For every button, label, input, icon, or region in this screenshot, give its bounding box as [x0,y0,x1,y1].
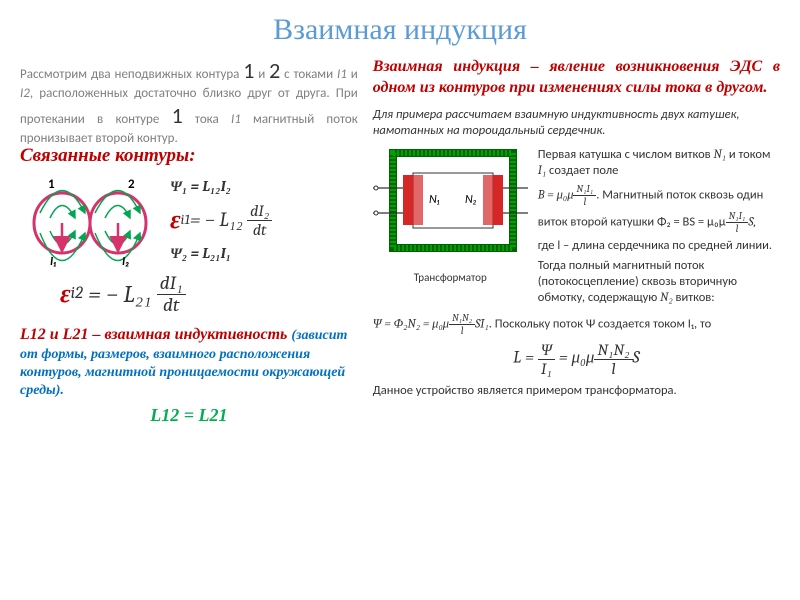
fraction-den: l [736,223,739,234]
intro-text: и [347,67,358,82]
diagram-equation-row: 1 2 I₁ I₂ Ψ₁ = L₁₂I₂ εi1 = − L₁₂ dI₂dt Ψ… [20,173,358,268]
coils-diagram: 1 2 I₁ I₂ [20,173,160,268]
equations-column: Ψ₁ = L₁₂I₂ εi1 = − L₁₂ dI₂dt Ψ₂ = L₂₁I₁ [170,177,272,263]
svg-text:I₁: I₁ [50,255,56,268]
fraction-den: l [584,196,587,207]
right-column: Взаимная индукция – явление возникновени… [373,57,780,428]
fraction-den: dt [163,295,179,315]
eq-psi1: Ψ₁ = L₁₂I₂ [170,177,272,197]
fraction-num: N₁I₁ [726,211,749,223]
psi-eq: Ψ = Φ₂N₂ = μ₀μ [373,317,449,331]
ex-text-l: где l – длина сердечника по средней лини… [538,238,780,254]
eq-l-final: L = ΨI₁ = μ₀μN₁N₂lS [373,342,780,377]
psi-eq2: SI₁ [475,317,489,331]
intro-text: Рассмотрим два неподвижных контура [20,67,243,82]
fraction: dI₂dt [247,203,272,238]
fraction: N₁I₁l [726,211,749,234]
fraction: N₁N₂l [594,342,632,377]
example-intro: Для примера рассчитаем взаимную индуктив… [373,107,780,140]
fraction-den: I₁ [541,360,552,377]
conclusion: Данное устройство является примером тран… [373,383,780,399]
content-columns: Рассмотрим два неподвижных контура 1 и 2… [20,57,780,428]
intro-paragraph: Рассмотрим два неподвижных контура 1 и 2… [20,57,358,148]
fraction-den: l [611,360,615,377]
ex-text: Первая катушка с числом витков [538,147,714,162]
current-i2: I2 [20,86,30,101]
epsilon-sub: i1 [181,211,190,229]
fraction-num: N₁I₁ [573,184,596,196]
epsilon-sub: i2 [71,283,83,305]
fraction-den: l [461,325,464,336]
sym-n1: N₁ [714,148,727,162]
example-body: Первая катушка с числом витков N₁ и токо… [538,147,780,307]
svg-text:N₁: N₁ [429,193,440,207]
transformer-caption: Трансформатор [373,271,528,285]
svg-text:I₂: I₂ [122,255,129,268]
loop-number-1: 1 [243,57,254,84]
ex-text-psi: Тогда полный магнитный поток (потокосцеп… [538,258,780,307]
sym-i1: I₁ [538,164,546,178]
eq-eps-i1: εi1 = − L₁₂ dI₂dt [170,203,272,238]
intro-text: тока [183,112,231,127]
fraction: ΨI₁ [538,342,555,377]
fraction-num: Ψ [538,342,555,360]
intro-text: с токами [280,67,337,82]
current-i1: I1 [337,67,347,82]
ex-text: . Магнитный поток сквозь один [596,187,763,202]
example-row: N₁ N₂ Трансформатор Первая катушка с чис… [373,143,780,307]
l-equality: L12 = L21 [20,404,358,427]
definition-headline: Взаимная индукция – явление возникновени… [373,57,780,99]
svg-text:1: 1 [48,177,55,192]
eq-phi: виток второй катушки Φ₂ = BS = μ₀μN₁I₁lS… [538,211,780,234]
eq-eps-i2: εi2 = − L₂₁ dI₁dt [60,274,358,315]
eq-body: = − L₁₂ [190,207,243,233]
epsilon-symbol: ε [170,203,181,237]
transformer-diagram: N₁ N₂ [373,143,528,263]
svg-text:2: 2 [128,177,135,192]
fraction: dI₁dt [157,274,186,315]
sym-n2: N₂ [660,291,673,305]
current-i1b: I1 [231,112,241,127]
mutual-inductance-def: L12 и L21 – взаимная индуктивность (зави… [20,325,358,400]
eq-psi-full: Ψ = Φ₂N₂ = μ₀μN₁N₂lSI₁. Поскольку поток … [373,313,780,336]
intro-text: и [254,67,269,82]
left-column: Рассмотрим два неподвижных контура 1 и 2… [20,57,358,428]
ex-text: виток второй катушки Φ₂ = BS = μ₀μ [538,214,726,229]
eq-psi2: Ψ₂ = L₂₁I₁ [170,244,272,264]
ex-text: витков: [673,290,715,305]
page-title: Взаимная индукция [20,10,780,49]
fraction-num: N₁N₂ [449,313,475,325]
transformer-diagram-box: N₁ N₂ Трансформатор [373,143,528,285]
ex-text: создает поле [546,163,618,178]
ex-text: S, [748,215,756,229]
eq-body: = − L₂₁ [88,279,151,310]
loop-number-1b: 1 [172,102,183,129]
fraction: N₁N₂l [449,313,475,336]
l-eq-mid: = μ₀μ [555,348,594,367]
fraction-num: dI₂ [247,203,272,221]
epsilon-symbol: ε [60,277,71,311]
ex-text: и током [726,147,770,162]
l-eq-right: S [633,348,640,367]
fraction-den: dt [253,221,267,238]
linked-contours-heading: Связанные контуры: [20,144,358,169]
def-red: L12 и L21 – взаимная индуктивность [20,326,291,343]
fraction-num: dI₁ [157,274,186,295]
l-eq-left: L = [513,348,538,367]
loop-number-2: 2 [269,57,280,84]
fraction-num: N₁N₂ [594,342,632,360]
b-eq: B = μ₀μ [538,188,574,202]
ex-text: . Поскольку поток Ψ создается током I₁, … [489,316,711,331]
svg-text:N₂: N₂ [465,193,477,207]
eq-b: B = μ₀μN₁I₁l. Магнитный поток сквозь оди… [538,184,780,207]
fraction: N₁I₁l [573,184,596,207]
